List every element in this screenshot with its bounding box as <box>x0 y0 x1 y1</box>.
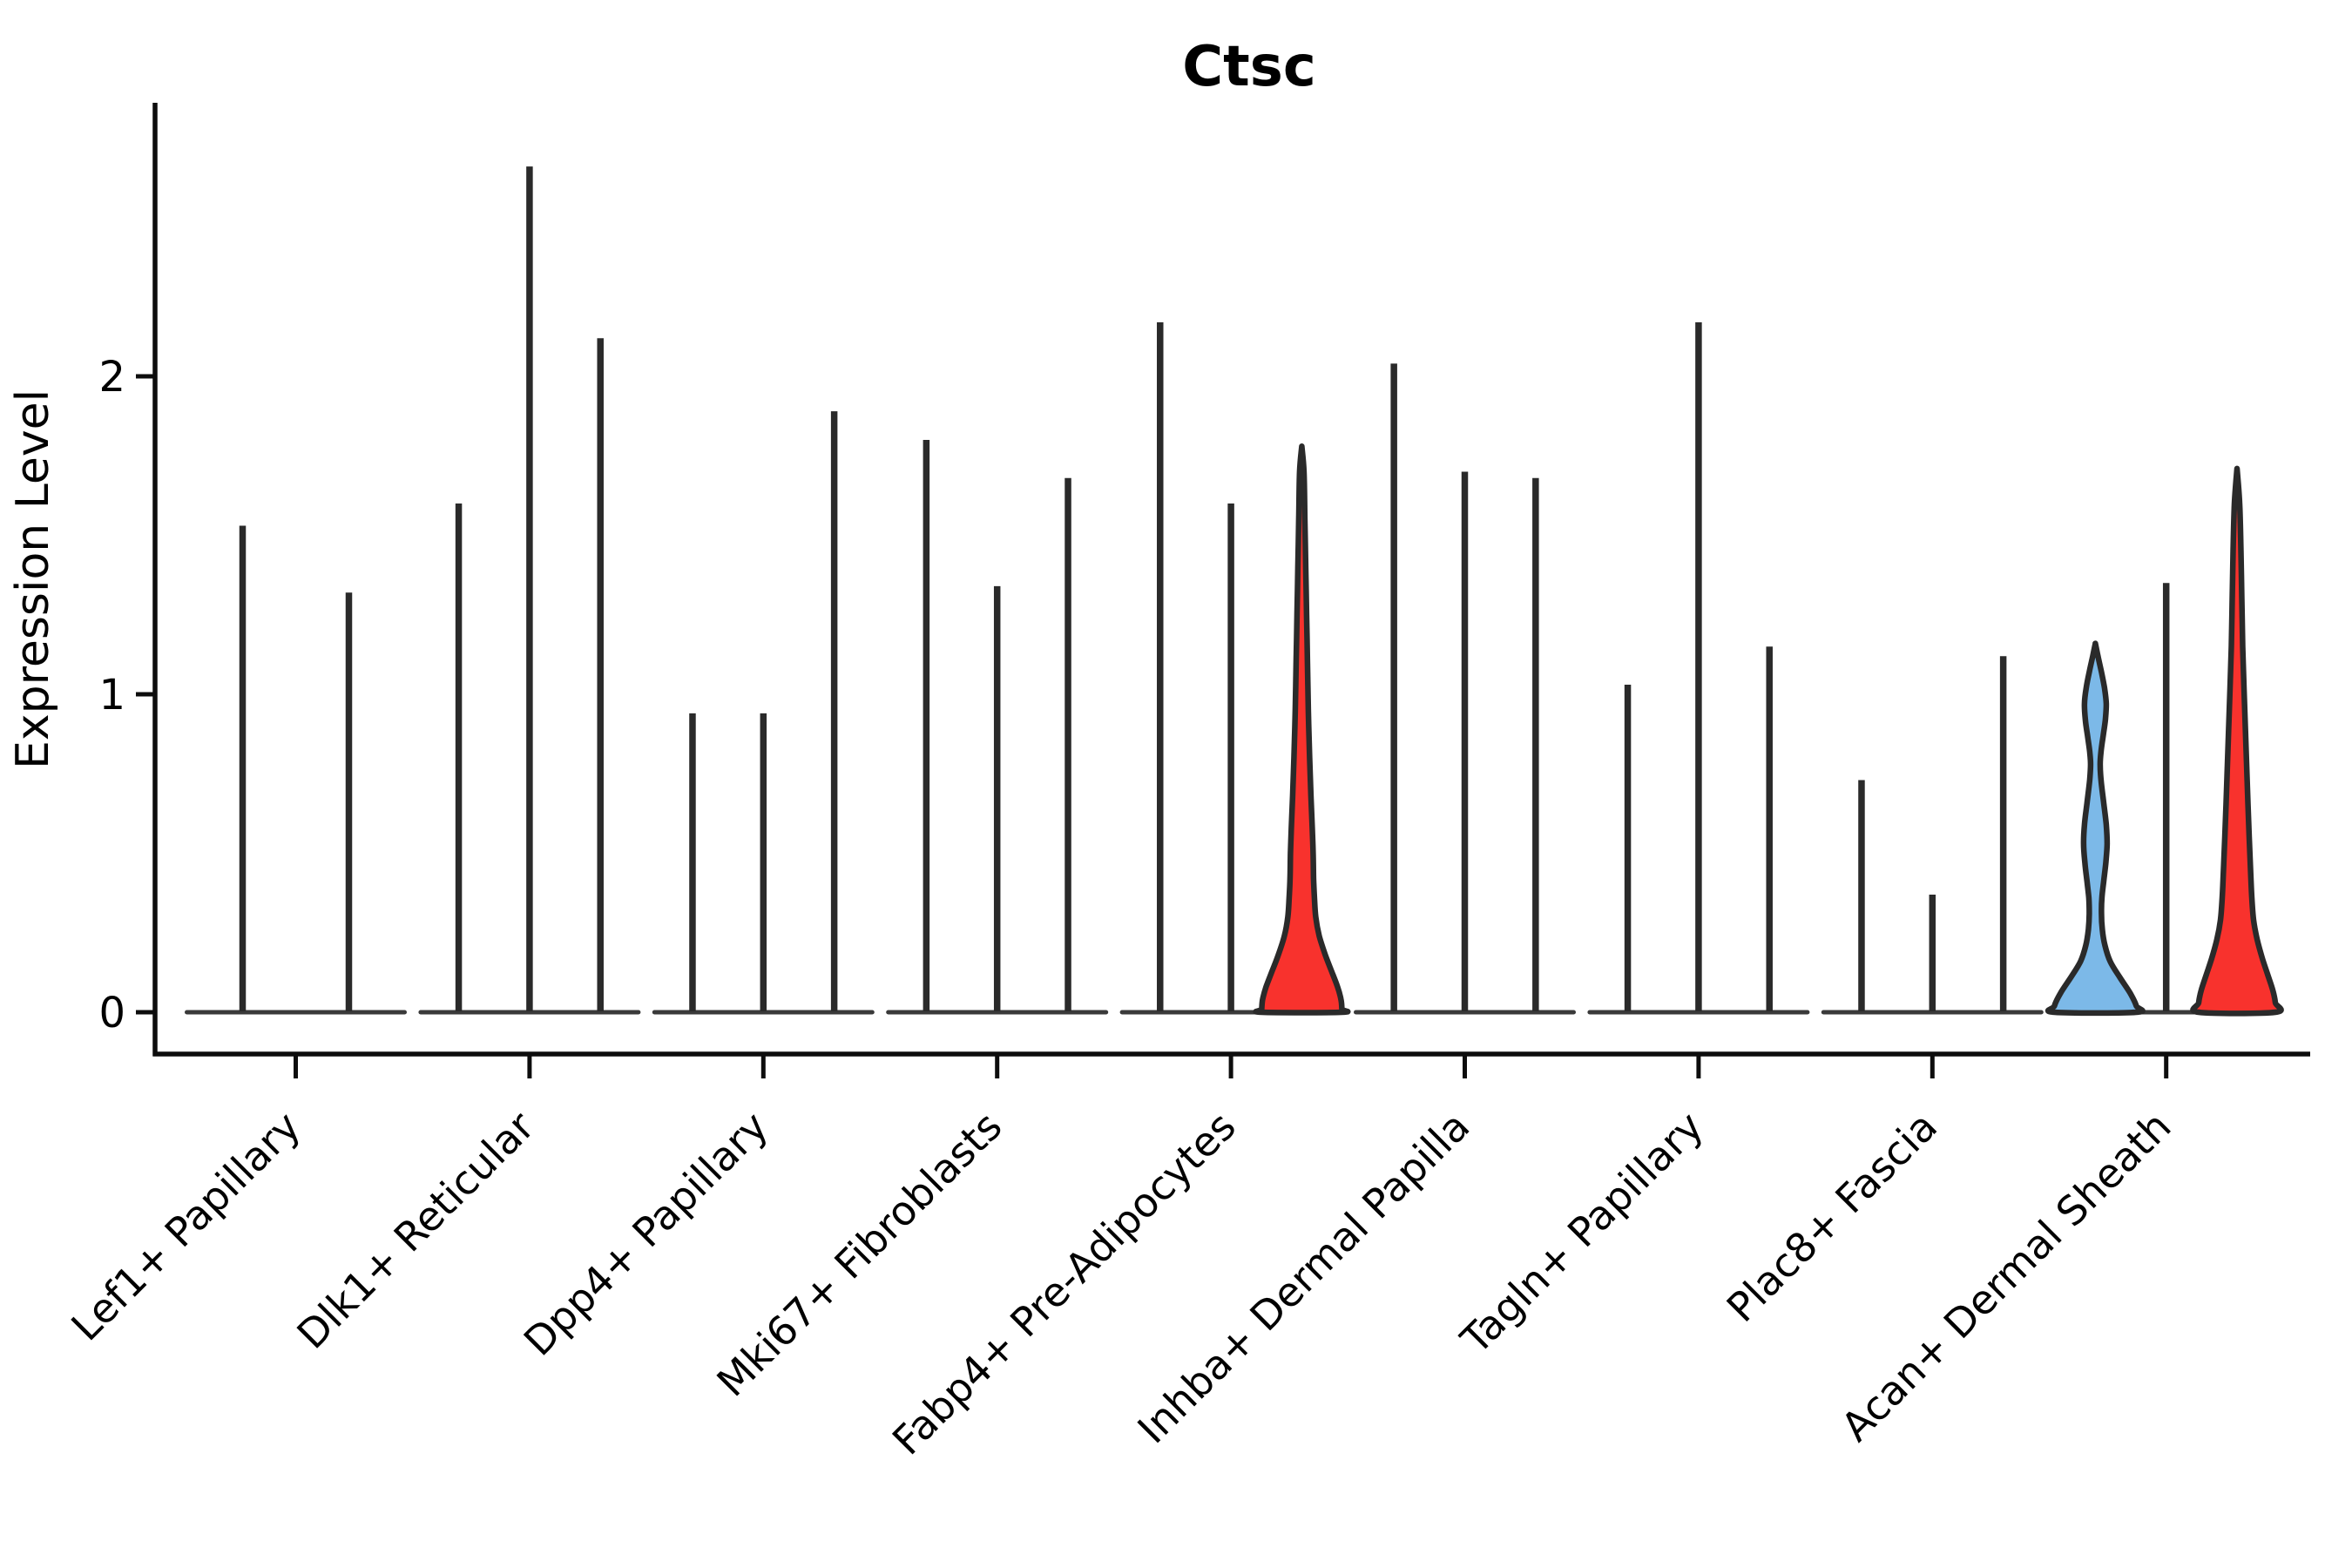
y-tick-label: 2 <box>98 353 125 402</box>
chart-title: Ctsc <box>1182 35 1316 99</box>
y-tick-label: 1 <box>98 671 125 720</box>
x-category-label: Lef1+ Papillary <box>62 1103 309 1350</box>
violin-filled-red <box>2190 465 2284 1017</box>
x-category-label: Dpp4+ Papillary <box>515 1103 777 1365</box>
x-category-label: Plac8+ Fascia <box>1718 1103 1946 1331</box>
violin-filled-blue <box>2044 640 2146 1017</box>
y-tick-label: 0 <box>98 989 125 1037</box>
y-axis-label: Expression Level <box>7 389 59 769</box>
x-category-label: Dlk1+ Reticular <box>287 1103 543 1358</box>
violin-filled-red <box>1253 443 1351 1016</box>
x-category-label: Tagln+ Papillary <box>1451 1103 1713 1364</box>
